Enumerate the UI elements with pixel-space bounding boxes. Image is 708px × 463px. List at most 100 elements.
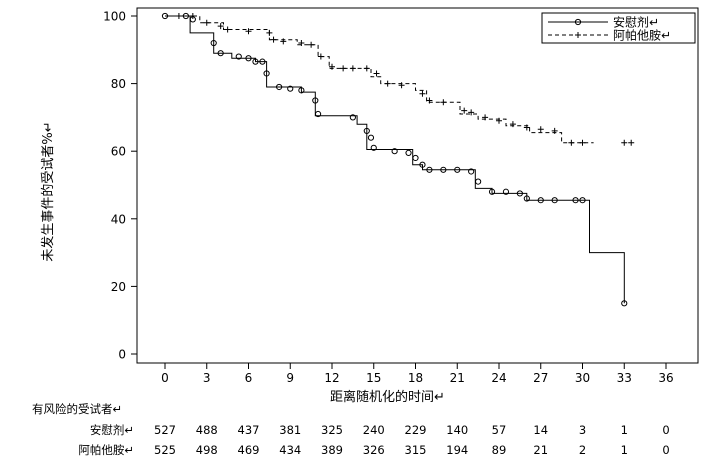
censor-mark-plus <box>280 38 287 45</box>
x-tick-label: 3 <box>203 371 211 385</box>
x-tick-label: 0 <box>161 371 169 385</box>
risk-count: 525 <box>154 443 176 457</box>
series-line-2 <box>165 15 594 144</box>
legend-label-1: 安慰剂↵ <box>613 15 659 30</box>
censor-mark-plus <box>509 121 516 128</box>
censor-mark-circle <box>523 195 530 202</box>
censor-mark-plus <box>482 114 489 121</box>
risk-count: 326 <box>363 443 385 457</box>
plot-frame <box>136 7 699 364</box>
y-tick-label: 80 <box>111 77 126 91</box>
censor-mark-plus <box>551 127 558 134</box>
censor-mark-circle <box>572 197 579 204</box>
axes: 0 3 6 9 12 15 18 21 24 27 30 33 36020406080100距离随机化的… <box>40 7 699 405</box>
censor-mark-plus <box>419 90 426 97</box>
x-tick-label: 36 <box>658 371 673 385</box>
censor-mark-circle <box>235 53 242 60</box>
x-tick-label: 30 <box>575 371 590 385</box>
censor-mark-plus <box>203 19 210 26</box>
censor-mark-plus <box>317 53 324 60</box>
censor-mark-circle <box>252 58 259 65</box>
censor-mark-plus <box>245 28 252 35</box>
x-tick-label: 33 <box>617 371 632 385</box>
risk-count: 498 <box>196 443 218 457</box>
censor-mark-circle <box>551 197 558 204</box>
censor-mark-circle <box>537 197 544 204</box>
censor-mark-plus <box>270 36 277 43</box>
censor-mark-plus <box>224 26 231 33</box>
y-tick-label: 0 <box>118 348 126 362</box>
risk-count: 527 <box>154 423 176 437</box>
censor-mark-circle <box>621 300 628 307</box>
censor-mark-plus <box>373 70 380 77</box>
censor-mark-plus <box>329 63 335 70</box>
censor-mark-circle <box>426 166 433 173</box>
risk-count: 21 <box>533 443 548 457</box>
legend-label-2: 阿帕他胺↵ <box>613 28 671 43</box>
censor-mark-circle <box>405 149 412 156</box>
risk-count: 14 <box>533 423 548 437</box>
censor-mark-circle <box>440 166 447 173</box>
risk-table-title: 有风险的受试者↵ <box>32 402 122 416</box>
censor-mark-circle <box>367 134 375 141</box>
censor-mark-circle <box>363 127 370 135</box>
censor-mark-plus <box>468 109 475 116</box>
x-axis-title: 距离随机化的时间↵ <box>330 389 445 405</box>
censor-mark-circle <box>579 197 586 204</box>
censor-mark-plus <box>496 117 502 124</box>
x-tick-label: 24 <box>491 371 506 385</box>
risk-count: 3 <box>579 423 586 437</box>
censor-mark-plus <box>461 107 468 114</box>
censor-mark-circle <box>245 55 252 62</box>
risk-count: 229 <box>405 423 427 437</box>
x-tick-label: 18 <box>408 371 423 385</box>
censor-mark-circle <box>312 97 319 104</box>
censor-mark-plus <box>398 82 405 89</box>
risk-count: 1 <box>621 443 628 457</box>
censor-mark-circle <box>475 178 482 185</box>
censor-mark-circle <box>298 87 305 94</box>
censor-mark-plus <box>537 126 544 133</box>
legend: 安慰剂↵阿帕他胺↵ <box>541 12 696 44</box>
censor-mark-circle <box>488 188 496 195</box>
risk-row-label: 安慰剂↵ <box>90 423 134 437</box>
censor-mark-plus <box>363 65 370 72</box>
risk-count: 0 <box>662 423 669 437</box>
censor-mark-plus <box>298 40 305 47</box>
risk-count: 325 <box>321 423 343 437</box>
censor-mark-circle <box>349 114 356 121</box>
risk-count: 488 <box>196 423 218 437</box>
x-tick-label: 9 <box>286 371 294 385</box>
series-line-1 <box>165 15 625 304</box>
risk-count: 89 <box>492 443 507 457</box>
censor-mark-plus <box>628 139 635 146</box>
risk-count: 437 <box>238 423 260 437</box>
risk-table: 有风险的受试者↵安慰剂↵ 527 488 437 381 325 240 229 140 57 14… <box>32 402 670 457</box>
censor-mark-plus <box>568 139 575 146</box>
censor-mark-plus <box>349 65 356 72</box>
risk-row-label: 阿帕他胺↵ <box>78 443 134 457</box>
censor-mark-circle <box>516 190 523 197</box>
risk-count: 2 <box>579 443 586 457</box>
censor-mark-plus <box>523 124 530 131</box>
censor-mark-plus <box>266 29 273 36</box>
censor-mark-circle <box>502 188 510 195</box>
legend-marker-plus <box>575 32 581 38</box>
risk-count: 469 <box>238 443 260 457</box>
risk-count: 389 <box>321 443 343 457</box>
x-tick-label: 27 <box>533 371 548 385</box>
y-tick-label: 40 <box>111 212 126 226</box>
censor-mark-circle <box>217 50 224 57</box>
y-axis-title: 未发生事件的受试者%↵ <box>40 121 56 261</box>
y-tick-label: 60 <box>111 145 126 159</box>
censor-mark-circle <box>276 83 283 91</box>
risk-count: 381 <box>279 423 301 437</box>
y-tick-label: 20 <box>111 280 126 294</box>
censor-mark-plus <box>621 139 628 146</box>
censor-mark-circle <box>391 148 398 155</box>
censor-mark-plus <box>384 80 391 87</box>
censor-mark-plus <box>175 13 182 19</box>
risk-count: 0 <box>662 443 669 457</box>
risk-count: 315 <box>405 443 427 457</box>
